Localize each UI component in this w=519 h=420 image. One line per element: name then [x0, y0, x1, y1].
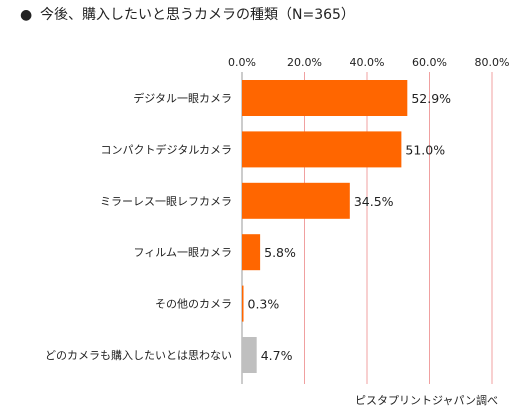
chart-title: 今後、購入したいと思うカメラの種類（N=365）	[40, 7, 355, 23]
title-bullet: ●	[20, 7, 32, 23]
bar	[242, 337, 257, 373]
x-tick-label: 0.0%	[228, 56, 256, 69]
value-label: 51.0%	[405, 142, 445, 157]
bars	[242, 80, 408, 373]
bar	[242, 131, 402, 168]
source-note: ピスタプリントジャパン調べ	[355, 393, 498, 407]
category-label: どのカメラも購入したいとは思わない	[45, 348, 232, 362]
value-label: 4.7%	[261, 348, 293, 363]
x-tick-label: 80.0%	[475, 56, 510, 69]
bar	[242, 182, 350, 219]
category-label: その他のカメラ	[155, 298, 232, 311]
category-label: フィルム一眼カメラ	[133, 246, 232, 259]
value-label: 0.3%	[248, 297, 280, 312]
gridlines	[241, 72, 493, 384]
category-label: デジタル一眼カメラ	[133, 91, 232, 105]
x-tick-label: 40.0%	[350, 56, 385, 69]
x-tick-label: 60.0%	[412, 56, 447, 69]
bar	[242, 285, 244, 322]
category-labels: デジタル一眼カメラコンパクトデジタルカメラミラーレス一眼レフカメラフィルム一眼カ…	[45, 91, 232, 362]
category-label: コンパクトデジタルカメラ	[101, 142, 232, 156]
value-label: 52.9%	[411, 91, 451, 106]
x-tick-label: 20.0%	[287, 56, 322, 69]
value-label: 5.8%	[264, 245, 296, 260]
bar	[242, 80, 408, 116]
value-labels: 52.9% 51.0% 34.5% 5.8% 0.3% 4.7%	[248, 91, 452, 363]
x-axis-ticks: 0.0% 20.0% 40.0% 60.0% 80.0%	[228, 56, 509, 69]
value-label: 34.5%	[354, 194, 394, 209]
bar	[242, 234, 261, 271]
category-label: ミラーレス一眼レフカメラ	[100, 195, 232, 208]
